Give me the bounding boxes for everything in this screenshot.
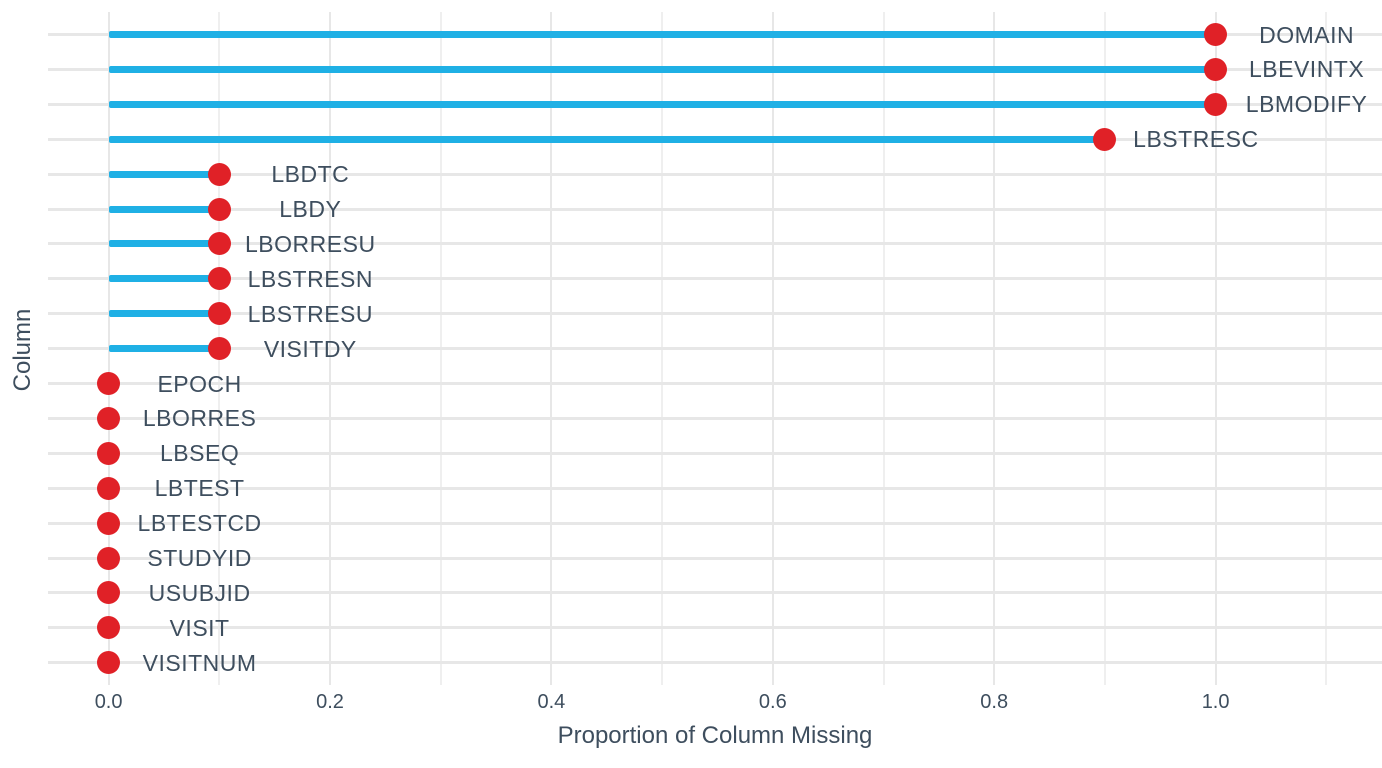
lollipop-stem [108, 345, 220, 353]
category-label: LBORRES [142, 405, 257, 432]
y-gridline [48, 347, 1382, 351]
y-gridline [48, 591, 1382, 595]
category-label: VISITNUM [142, 649, 257, 676]
lollipop-stem [108, 310, 220, 318]
category-label: LBTESTCD [137, 510, 262, 537]
lollipop-stem [108, 170, 220, 178]
lollipop-stem [108, 135, 1105, 143]
lollipop-stem [108, 65, 1216, 73]
x-tick-label: 0.8 [980, 691, 1009, 713]
category-label: LBEVINTX [1248, 56, 1365, 83]
category-label: LBORRESU [245, 230, 376, 257]
lollipop-dot [1093, 127, 1117, 151]
lollipop-dot [207, 197, 231, 221]
x-tick-label: 0.4 [537, 691, 566, 713]
category-label: DOMAIN [1259, 21, 1355, 48]
category-label: LBDY [279, 196, 342, 222]
y-gridline [48, 277, 1382, 281]
category-label: EPOCH [157, 370, 242, 397]
lollipop-stem [108, 31, 1216, 38]
x-tick-label: 1.0 [1201, 691, 1230, 713]
category-label: VISIT [169, 614, 230, 641]
y-gridline [48, 416, 1382, 420]
category-label: VISITDY [263, 335, 357, 362]
y-gridline [48, 312, 1382, 316]
category-label: STUDYID [147, 545, 252, 571]
lollipop-stem [108, 205, 220, 213]
lollipop-dot [97, 616, 121, 640]
y-gridline [48, 626, 1382, 630]
lollipop-stem [108, 100, 1216, 108]
y-gridline [48, 382, 1382, 385]
x-tick-label: 0.6 [758, 691, 787, 713]
y-gridline [48, 521, 1382, 525]
lollipop-stem [108, 275, 220, 283]
lollipop-dot [97, 476, 121, 500]
lollipop-dot [97, 651, 121, 675]
lollipop-dot [1204, 92, 1228, 116]
y-gridline [48, 661, 1382, 665]
lollipop-dot [97, 511, 121, 535]
lollipop-dot [97, 581, 121, 605]
y-gridline [48, 451, 1382, 455]
lollipop-dot [97, 372, 121, 395]
category-label: LBTEST [154, 475, 245, 502]
lollipop-dot [97, 546, 121, 570]
lollipop-dot [207, 267, 231, 291]
category-label: LBMODIFY [1245, 91, 1368, 118]
category-label: LBSTRESN [247, 265, 374, 292]
lollipop-dot [207, 232, 231, 256]
category-label: LBSTRESU [247, 300, 374, 327]
x-tick-label: 0.2 [316, 691, 344, 713]
y-gridline [48, 556, 1382, 560]
lollipop-dot [1204, 57, 1228, 81]
category-label: LBSEQ [160, 440, 240, 467]
x-axis-title: Proportion of Column Missing [557, 722, 873, 749]
y-gridline [48, 172, 1382, 176]
lollipop-dot [1204, 23, 1228, 46]
plot-panel: DOMAIN LBEVINTX LBMODIFY LBSTRESC LBDTC LBDY L… [48, 12, 1382, 685]
y-gridline [48, 207, 1382, 211]
category-label: USUBJID [148, 579, 251, 606]
lollipop-dot [207, 337, 231, 361]
category-label: LBSTRESC [1133, 126, 1259, 153]
y-gridline [48, 486, 1382, 490]
lollipop-dot [97, 441, 121, 465]
x-tick-label: 0.0 [94, 691, 123, 713]
category-label: LBDTC [271, 161, 350, 188]
lollipop-stem [108, 240, 220, 248]
lollipop-dot [207, 162, 231, 186]
lollipop-dot [207, 302, 231, 326]
lollipop-dot [97, 406, 121, 430]
y-gridline [48, 242, 1382, 246]
y-axis-title: Column [9, 308, 36, 392]
